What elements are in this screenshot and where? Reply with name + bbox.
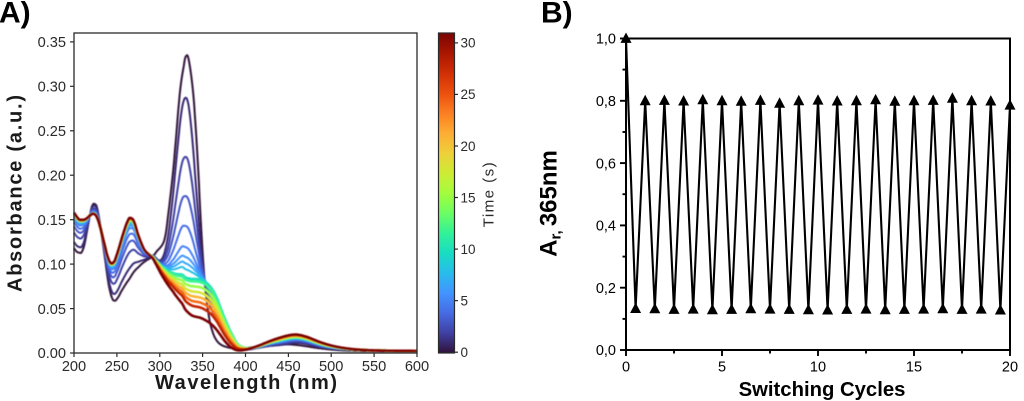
svg-text:20: 20 [461,139,476,154]
svg-text:350: 350 [190,359,214,375]
svg-text:Time (s): Time (s) [480,162,497,227]
svg-text:20: 20 [1002,360,1018,376]
svg-text:25: 25 [461,87,476,102]
svg-text:5: 5 [718,360,726,376]
svg-text:0,6: 0,6 [596,156,616,172]
svg-text:1,0: 1,0 [596,32,616,48]
svg-text:Ar, 365nm: Ar, 365nm [536,150,565,257]
svg-text:0.05: 0.05 [38,302,66,318]
svg-text:0,4: 0,4 [596,219,616,235]
svg-text:600: 600 [405,359,429,375]
svg-text:Switching Cycles: Switching Cycles [739,379,906,401]
svg-text:10: 10 [461,242,476,257]
svg-text:200: 200 [62,359,86,375]
svg-text:450: 450 [276,359,300,375]
svg-text:0.25: 0.25 [38,124,66,140]
svg-text:15: 15 [461,190,476,205]
svg-text:0.10: 0.10 [38,257,66,273]
svg-text:550: 550 [362,359,386,375]
svg-text:15: 15 [906,360,922,376]
svg-text:30: 30 [461,36,476,51]
svg-text:0,2: 0,2 [596,281,616,297]
svg-text:B): B) [541,0,573,30]
svg-text:0: 0 [461,345,469,360]
svg-text:0: 0 [622,360,630,376]
svg-text:0.00: 0.00 [38,346,66,362]
svg-text:0.35: 0.35 [38,35,66,51]
svg-text:0.20: 0.20 [38,168,66,184]
svg-text:Wavelength (nm): Wavelength (nm) [155,372,337,394]
svg-text:0,8: 0,8 [596,94,616,110]
svg-text:400: 400 [233,359,257,375]
svg-text:300: 300 [148,359,172,375]
svg-text:A): A) [0,0,31,30]
svg-text:0.30: 0.30 [38,80,66,96]
svg-text:0.15: 0.15 [38,213,66,229]
svg-text:250: 250 [105,359,129,375]
svg-text:0,0: 0,0 [596,343,616,359]
svg-text:500: 500 [319,359,343,375]
svg-text:5: 5 [461,293,469,308]
svg-text:10: 10 [810,360,826,376]
